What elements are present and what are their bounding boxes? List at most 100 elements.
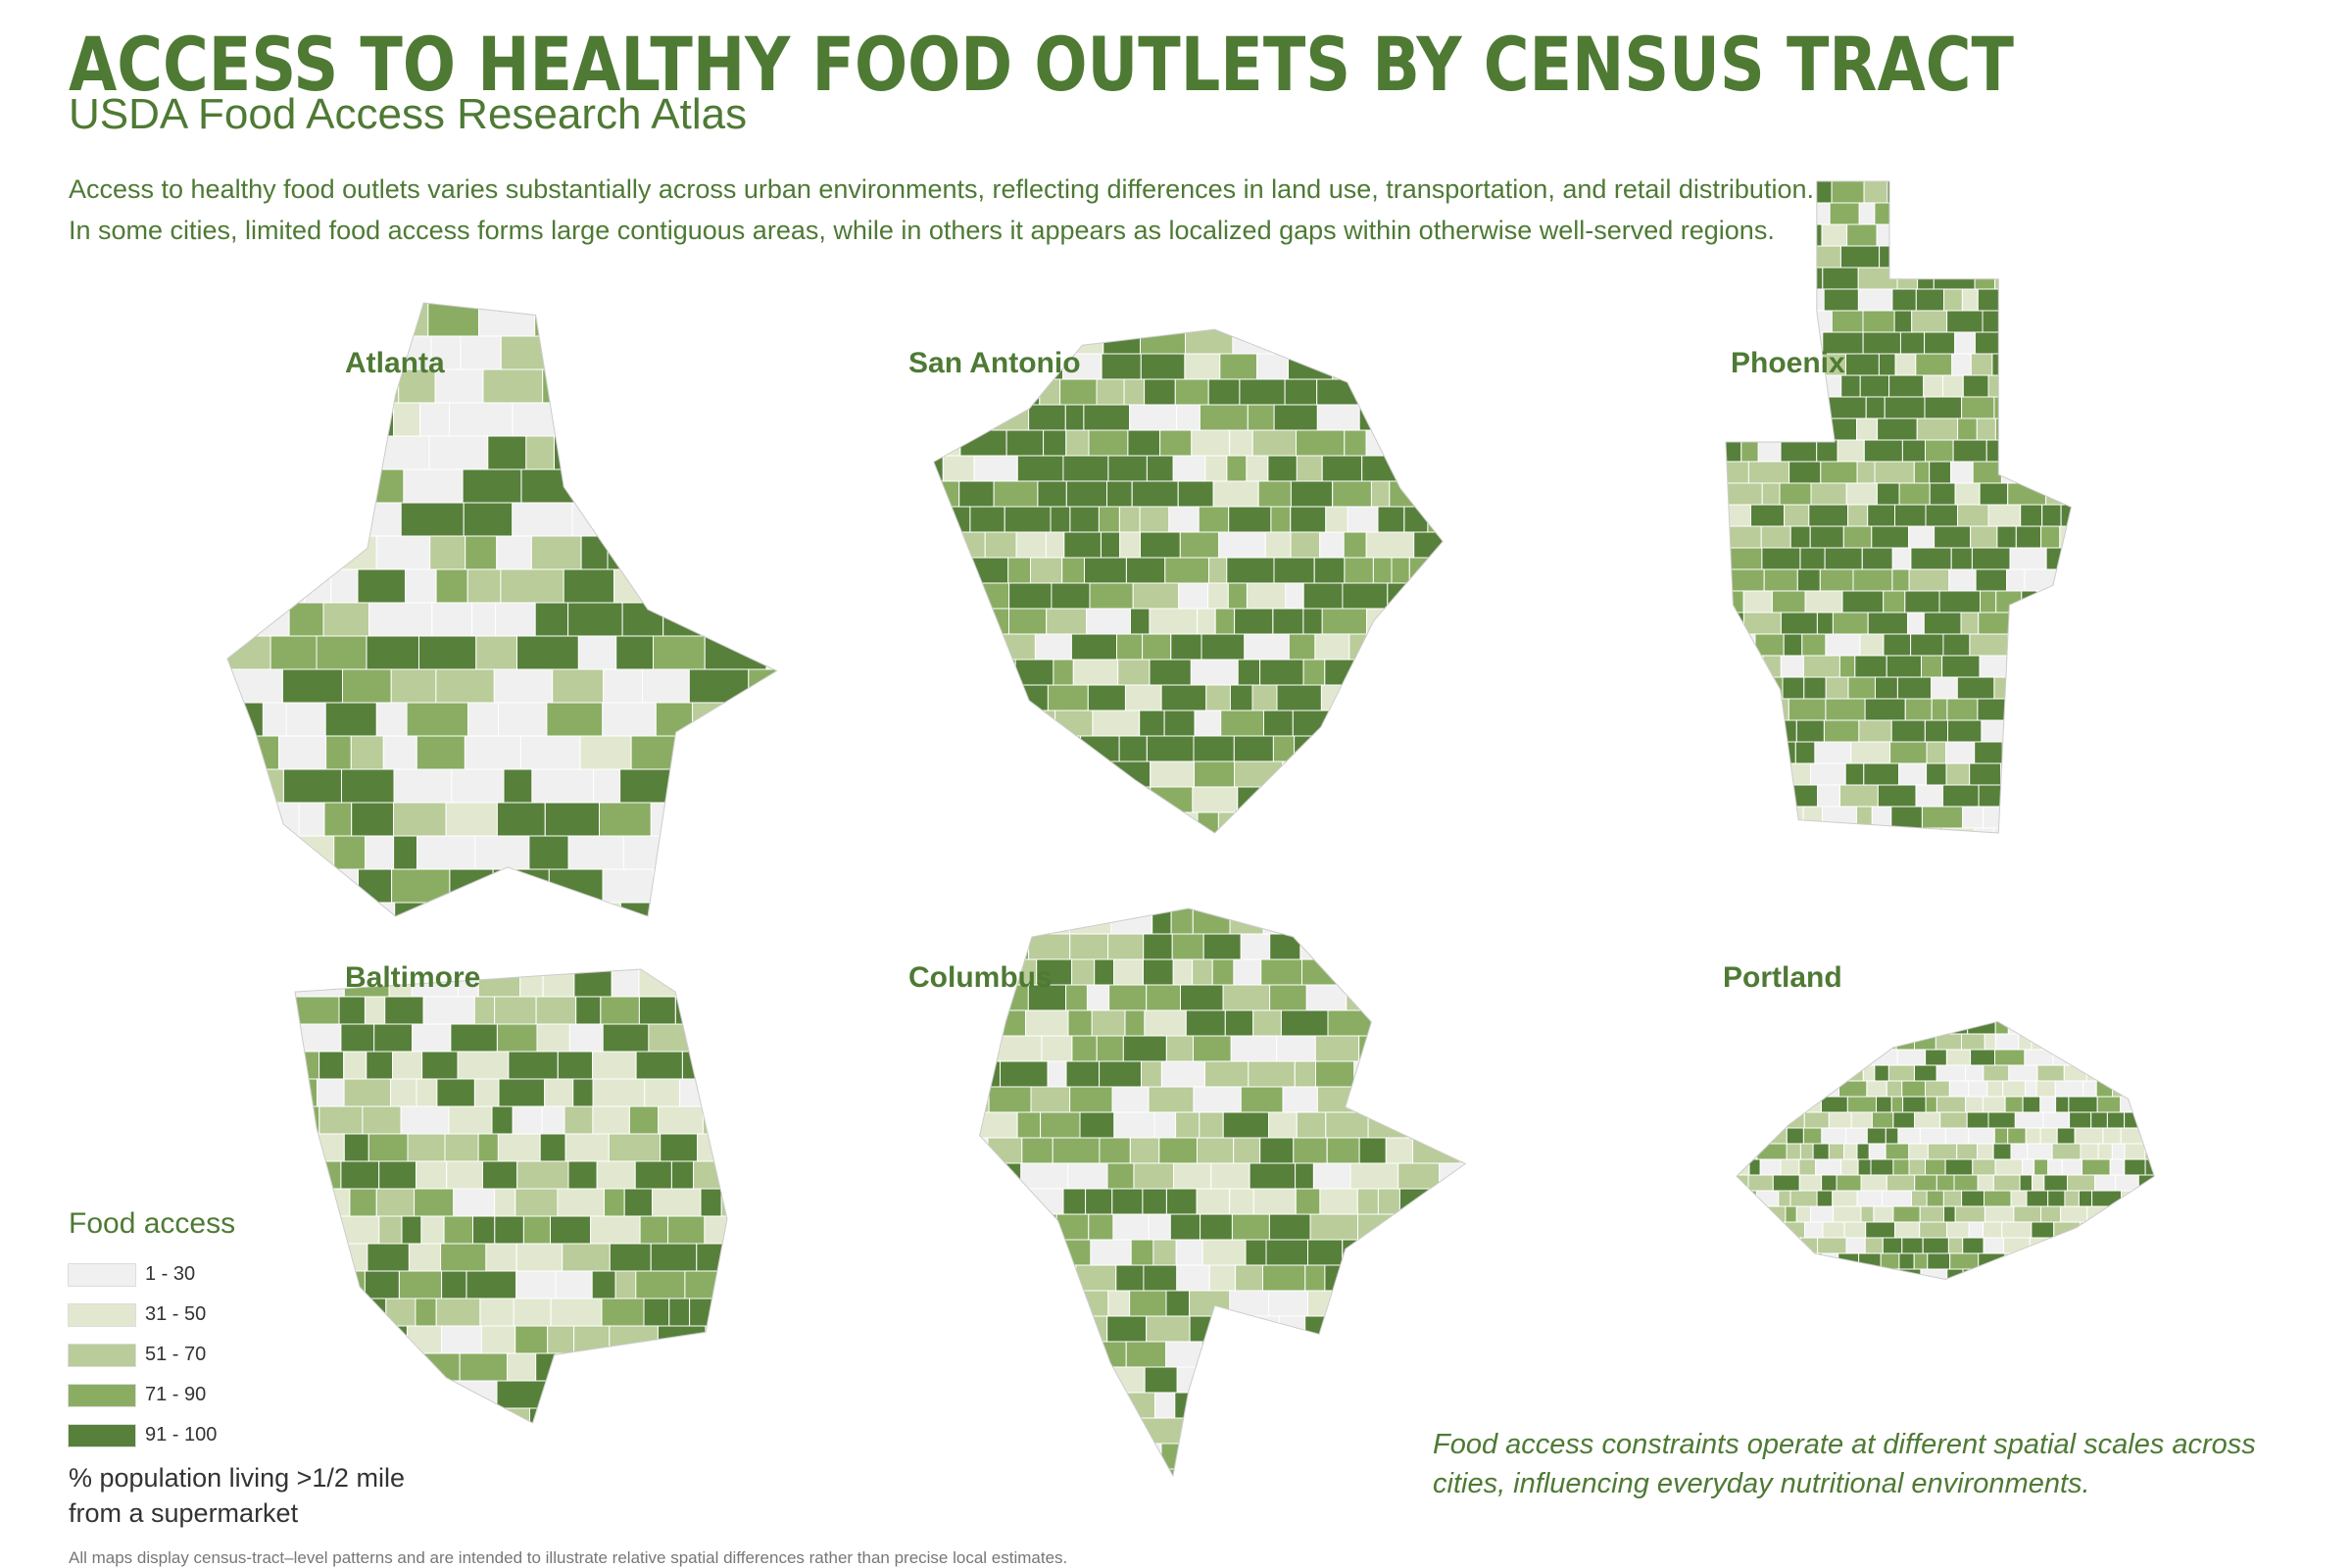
tract — [1737, 1190, 1757, 1207]
tract — [2010, 1190, 2028, 1207]
tract — [2162, 1395, 2189, 1410]
tract — [419, 402, 451, 437]
tract — [1999, 956, 2020, 971]
tract — [2087, 612, 2128, 634]
tract — [1938, 590, 1981, 613]
tract — [1388, 984, 1431, 1011]
tract — [1658, 1269, 1684, 1285]
tract — [1268, 1213, 1311, 1241]
tract — [2015, 331, 2052, 355]
tract — [1675, 1253, 1698, 1269]
tract — [449, 402, 514, 437]
tract — [1731, 1332, 1743, 1348]
tract — [1929, 461, 1952, 484]
tract — [1165, 1035, 1195, 1062]
tract — [1358, 404, 1382, 431]
tract — [1767, 940, 1794, 956]
tract — [227, 735, 279, 770]
tract — [1326, 760, 1375, 788]
tract — [1327, 933, 1348, 960]
tract — [1953, 1174, 1979, 1192]
tract — [2010, 245, 2028, 269]
tract — [1235, 1264, 1263, 1292]
tract — [1794, 741, 1816, 764]
tract — [1710, 908, 1737, 924]
tract — [384, 996, 424, 1025]
tract — [1671, 1222, 1691, 1238]
tract — [2034, 893, 2063, 908]
tract — [2082, 224, 2116, 246]
tract — [2089, 699, 2125, 720]
tract — [1841, 1064, 1864, 1082]
tract — [2017, 741, 2043, 764]
tract — [1925, 1158, 1946, 1176]
tract — [563, 568, 615, 604]
tract — [1898, 1252, 1915, 1270]
tract — [628, 1105, 660, 1135]
tract — [1908, 525, 1936, 549]
tract — [1809, 525, 1844, 549]
tract — [726, 435, 762, 470]
tract — [1231, 1341, 1267, 1368]
tract — [295, 1298, 337, 1327]
tract — [1859, 1268, 1882, 1280]
tract — [1113, 1111, 1155, 1139]
tract — [2118, 924, 2142, 940]
tract — [993, 480, 1039, 508]
tract — [1927, 940, 1956, 956]
tract — [1218, 531, 1266, 559]
tract — [2002, 439, 2045, 463]
tract — [1788, 698, 1827, 721]
tract — [227, 335, 277, 370]
tract — [1102, 329, 1142, 355]
tract — [1792, 1285, 1805, 1300]
tract — [1831, 310, 1864, 333]
tract — [1714, 1316, 1736, 1332]
tract — [1797, 1379, 1814, 1395]
tract — [1726, 676, 1742, 700]
tract — [318, 1105, 364, 1135]
tract — [1805, 1285, 1823, 1300]
tract — [2146, 1064, 2155, 1082]
tract — [1412, 811, 1444, 834]
tract — [1239, 1443, 1275, 1470]
tract — [1885, 1143, 1910, 1160]
legend-swatch — [68, 1384, 136, 1407]
tract — [1877, 1021, 1904, 1035]
tract — [1946, 1221, 1970, 1239]
tract — [1904, 1379, 1921, 1395]
tract — [1068, 1443, 1089, 1470]
tract — [1352, 1468, 1400, 1476]
tract — [724, 996, 727, 1025]
tract — [1034, 633, 1072, 661]
tract — [2000, 762, 2027, 786]
tract — [933, 557, 962, 584]
tract — [592, 1105, 630, 1135]
tract — [1393, 1239, 1421, 1266]
tract — [1737, 1237, 1739, 1254]
tract — [1927, 1252, 1951, 1270]
tract — [1845, 1033, 1874, 1051]
tract — [1204, 1060, 1250, 1088]
tract — [1361, 684, 1401, 711]
tract — [2004, 1096, 2024, 1113]
tract — [1957, 504, 1989, 527]
tract — [1821, 1127, 1847, 1145]
tract — [2143, 1003, 2158, 1018]
tract — [1994, 417, 2029, 441]
tract — [1786, 1143, 1801, 1160]
tract — [1113, 958, 1144, 986]
tract — [1763, 1021, 1782, 1035]
tract — [1993, 1127, 2009, 1145]
tract — [338, 996, 366, 1025]
tract — [2019, 1174, 2034, 1192]
tract — [2001, 1221, 2033, 1239]
tract — [1809, 1252, 1823, 1270]
tract — [1197, 1137, 1235, 1164]
tract — [250, 303, 286, 337]
tract — [2036, 1064, 2065, 1082]
tract — [1899, 245, 1940, 269]
tract — [1970, 353, 1993, 376]
tract — [706, 1051, 727, 1080]
tract — [1820, 1363, 1845, 1379]
